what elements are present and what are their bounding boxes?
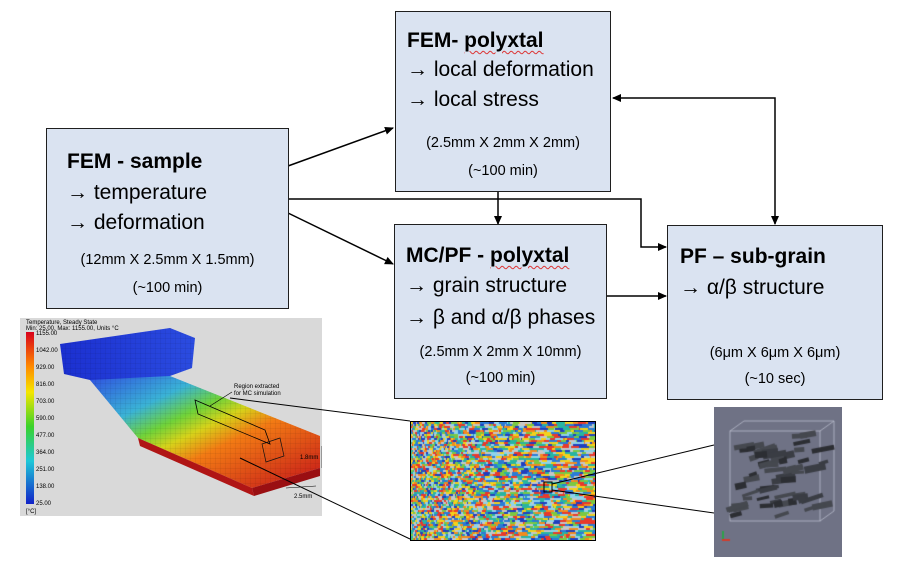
legend-value: 590.00 (36, 416, 55, 422)
legend-unit: [°C] (26, 509, 36, 515)
mcpf-polyxtal-line-1: → grain structure (406, 274, 568, 297)
fem-header-1: Temperature, Steady State (26, 320, 98, 326)
fem-render: Temperature, Steady State Min: 25.00, Ma… (20, 318, 322, 516)
fem-sample-line-2: → deformation (67, 211, 205, 234)
annotation-line-1: Region extracted (234, 384, 279, 390)
fem-polyxtal-title-word: polyxtal (464, 29, 544, 52)
annotation-line-2: for MC simulation (234, 391, 281, 397)
legend-value: 816.00 (36, 382, 55, 388)
subgrain-3d-image (714, 407, 842, 557)
mcpf-polyxtal-title-prefix: MC/PF - (406, 244, 490, 267)
arrow-sample-to-mcpf (287, 212, 394, 265)
mcpf-polyxtal-line-2: → β and α/β phases (406, 306, 596, 329)
mcpf-polyxtal-title: MC/PF - polyxtal (406, 243, 569, 269)
box-pf-subgrain: PF – sub-grain → α/β structure (6μm X 6μ… (667, 225, 883, 400)
pf-subgrain-dims: (6μm X 6μm X 6μm) (709, 345, 841, 361)
legend-value: 703.00 (36, 399, 55, 405)
box-mcpf-polyxtal: MC/PF - polyxtal → grain structure → β a… (394, 224, 607, 399)
fem-polyxtal-time: (~100 min) (468, 163, 538, 179)
fem-polyxtal-line-2: → local stress (407, 88, 539, 111)
legend-value: 477.00 (36, 433, 55, 439)
dim-height: 1.8mm (300, 455, 318, 461)
legend-value: 251.00 (36, 467, 55, 473)
legend-value: 138.00 (36, 484, 55, 490)
mcpf-polyxtal-title-word: polyxtal (490, 244, 570, 267)
legend-color-bar (26, 332, 34, 504)
subgrain-render (714, 407, 842, 557)
legend-value: 25.00 (36, 501, 52, 507)
annotation-label: Region extracted for MC simulation (234, 384, 281, 397)
fem-polyxtal-title-prefix: FEM- (407, 29, 465, 52)
dim-width: 2.5mm (294, 494, 312, 500)
arrow-sample-to-fem-polyxtal (287, 126, 394, 167)
fem-polyxtal-line-1: → local deformation (407, 58, 594, 81)
arrow-fem-polyxtal-subgrain-bidirectional (612, 94, 779, 225)
fem-header-2: Min: 25.00, Max: 1155.00, Units °C (26, 326, 119, 332)
box-fem-polyxtal: FEM- polyxtal → local deformation → loca… (395, 11, 611, 192)
fem-sample-title: FEM - sample (67, 150, 203, 173)
legend-value: 929.00 (36, 365, 55, 371)
grain-mosaic (411, 422, 595, 540)
fem-polyxtal-title: FEM- polyxtal (407, 28, 544, 54)
legend-value: 1042.00 (36, 348, 58, 354)
fem-sample-line-1: → temperature (67, 181, 208, 204)
fem-sample-dims: (12mm X 2.5mm X 1.5mm) (80, 252, 255, 268)
pf-subgrain-title: PF – sub-grain (680, 245, 826, 268)
fem-sample-time: (~100 min) (132, 280, 203, 296)
legend-value: 364.00 (36, 450, 55, 456)
fem-polyxtal-dims: (2.5mm X 2mm X 2mm) (426, 135, 580, 151)
legend-labels: 1155.00 1042.00 929.00 816.00 703.00 590.00 47… (36, 331, 58, 507)
mcpf-polyxtal-time: (~100 min) (465, 370, 536, 386)
box-fem-sample: FEM - sample → temperature → deformation… (46, 128, 289, 309)
fem-temperature-image: Temperature, Steady State Min: 25.00, Ma… (20, 318, 322, 516)
pf-subgrain-time: (~10 sec) (744, 371, 806, 387)
pf-subgrain-line-1: → α/β structure (680, 276, 825, 299)
grain-structure-image (410, 421, 596, 541)
mcpf-polyxtal-dims: (2.5mm X 2mm X 10mm) (419, 344, 582, 360)
legend-value: 1155.00 (36, 331, 58, 337)
